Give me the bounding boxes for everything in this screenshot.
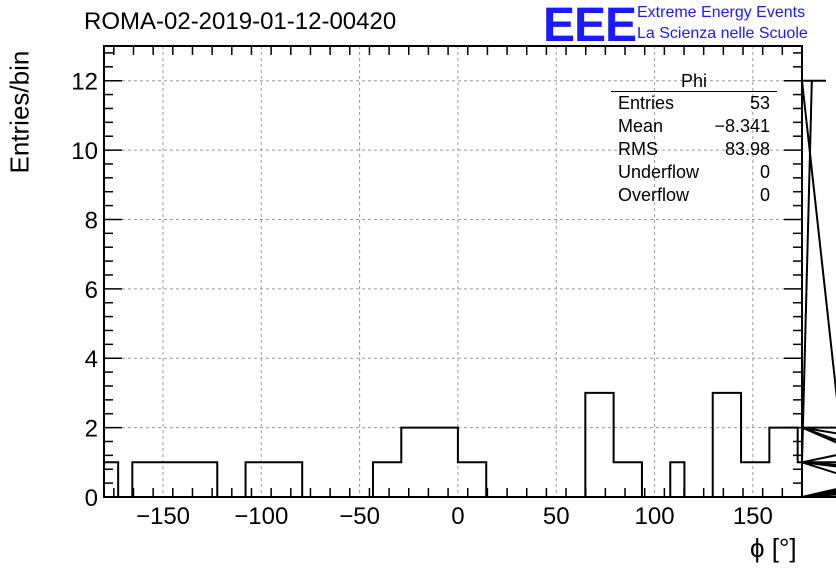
stats-label: Entries	[618, 93, 675, 113]
stats-row: Mean −8.341	[611, 115, 777, 138]
x-tick-label: −150	[136, 503, 190, 530]
y-tick-label: 10	[71, 138, 98, 165]
stats-label: RMS	[618, 139, 658, 159]
y-tick-label: 12	[71, 69, 98, 96]
x-tick-label: −50	[339, 503, 380, 530]
stats-row: Underflow 0	[611, 161, 777, 184]
x-tick-labels: −150 −100 −50 0 50 100 150	[136, 503, 773, 530]
stats-value: 0	[759, 162, 770, 182]
plot-frame	[103, 45, 803, 498]
stats-label: Underflow	[618, 162, 700, 182]
y-axis-label: Entries/bin	[4, 50, 35, 174]
y-tick-label: 2	[85, 416, 98, 443]
stats-value: 53	[749, 93, 770, 113]
stats-value: −8.341	[714, 116, 770, 136]
logo-caption-line2: La Scienza nelle Scuole	[637, 25, 808, 42]
y-tick-label: 6	[85, 277, 98, 304]
y-tick-label: 0	[85, 485, 98, 512]
stats-value: 0	[759, 185, 770, 205]
logo-caption-line1: Extreme Energy Events	[637, 4, 806, 21]
y-tick-label: 8	[85, 207, 98, 234]
stats-row: Overflow 0	[611, 184, 777, 207]
x-tick-label: 0	[451, 503, 464, 530]
x-tick-label: 150	[733, 503, 773, 530]
stats-value: 83.98	[724, 139, 770, 159]
eee-logo: EEE	[543, 0, 637, 52]
stats-name: Phi	[611, 71, 777, 92]
stats-label: Mean	[618, 116, 664, 136]
stats-box: Phi Entries 53 Mean −8.341 RMS 83.98 Und…	[611, 71, 777, 207]
stats-label: Overflow	[618, 185, 690, 205]
chart-title: ROMA-02-2019-01-12-00420	[84, 8, 397, 35]
y-tick-labels: 0 2 4 6 8 10 12	[71, 69, 98, 512]
x-tick-label: −100	[234, 503, 288, 530]
axis-ticks	[104, 46, 803, 498]
x-axis-label: ϕ [°]	[750, 533, 797, 563]
stats-row: RMS 83.98	[611, 138, 777, 161]
stats-row: Entries 53	[611, 92, 777, 115]
y-tick-label: 4	[85, 346, 98, 373]
x-tick-label: 50	[543, 503, 570, 530]
x-tick-label: 100	[635, 503, 675, 530]
